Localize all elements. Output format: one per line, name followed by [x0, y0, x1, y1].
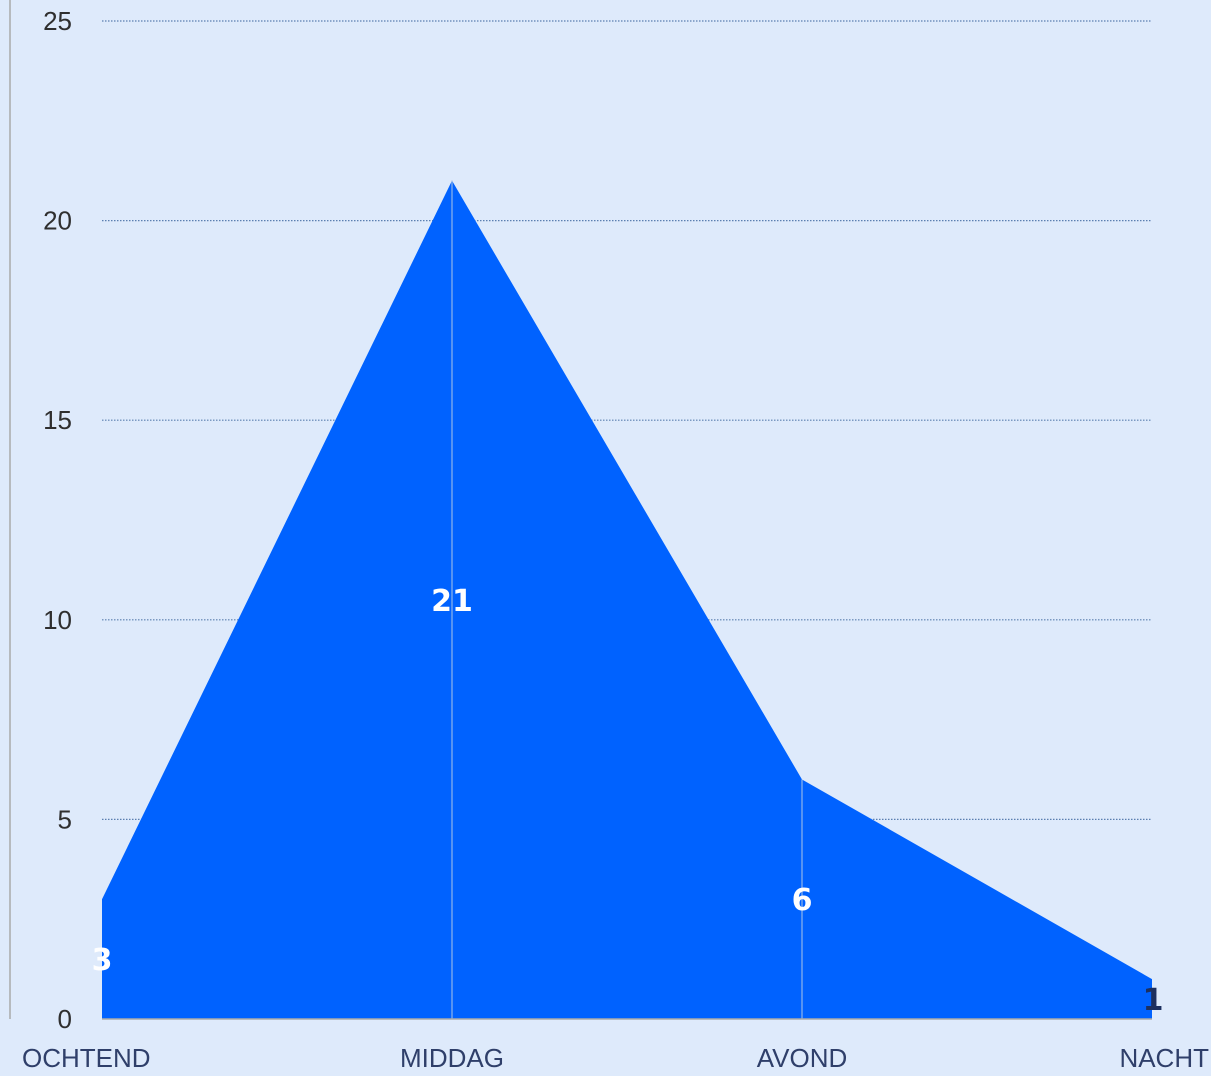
y-tick-label: 10: [43, 605, 72, 635]
area-fill: [102, 180, 1152, 1019]
y-tick-label: 5: [58, 804, 72, 834]
x-category-label: NACHT: [1119, 1043, 1209, 1073]
x-category-label: MIDDAG: [400, 1043, 504, 1073]
y-tick-label: 0: [58, 1004, 72, 1034]
data-label: 3: [92, 943, 113, 978]
y-tick-label: 20: [43, 206, 72, 236]
data-label: 6: [792, 883, 813, 918]
y-tick-label: 25: [43, 6, 72, 36]
x-category-label: AVOND: [757, 1043, 848, 1073]
y-tick-label: 15: [43, 405, 72, 435]
x-category-label: OCHTEND: [22, 1043, 151, 1073]
data-labels: 3 21 6 1: [92, 584, 1164, 1018]
area-series: [102, 180, 1152, 1019]
data-label: 1: [1143, 983, 1164, 1018]
axes: 0 5 10 15 20 25 OCHTEND MIDDAG AVOND NACHT: [9, 0, 1209, 1073]
data-label: 21: [431, 584, 473, 619]
